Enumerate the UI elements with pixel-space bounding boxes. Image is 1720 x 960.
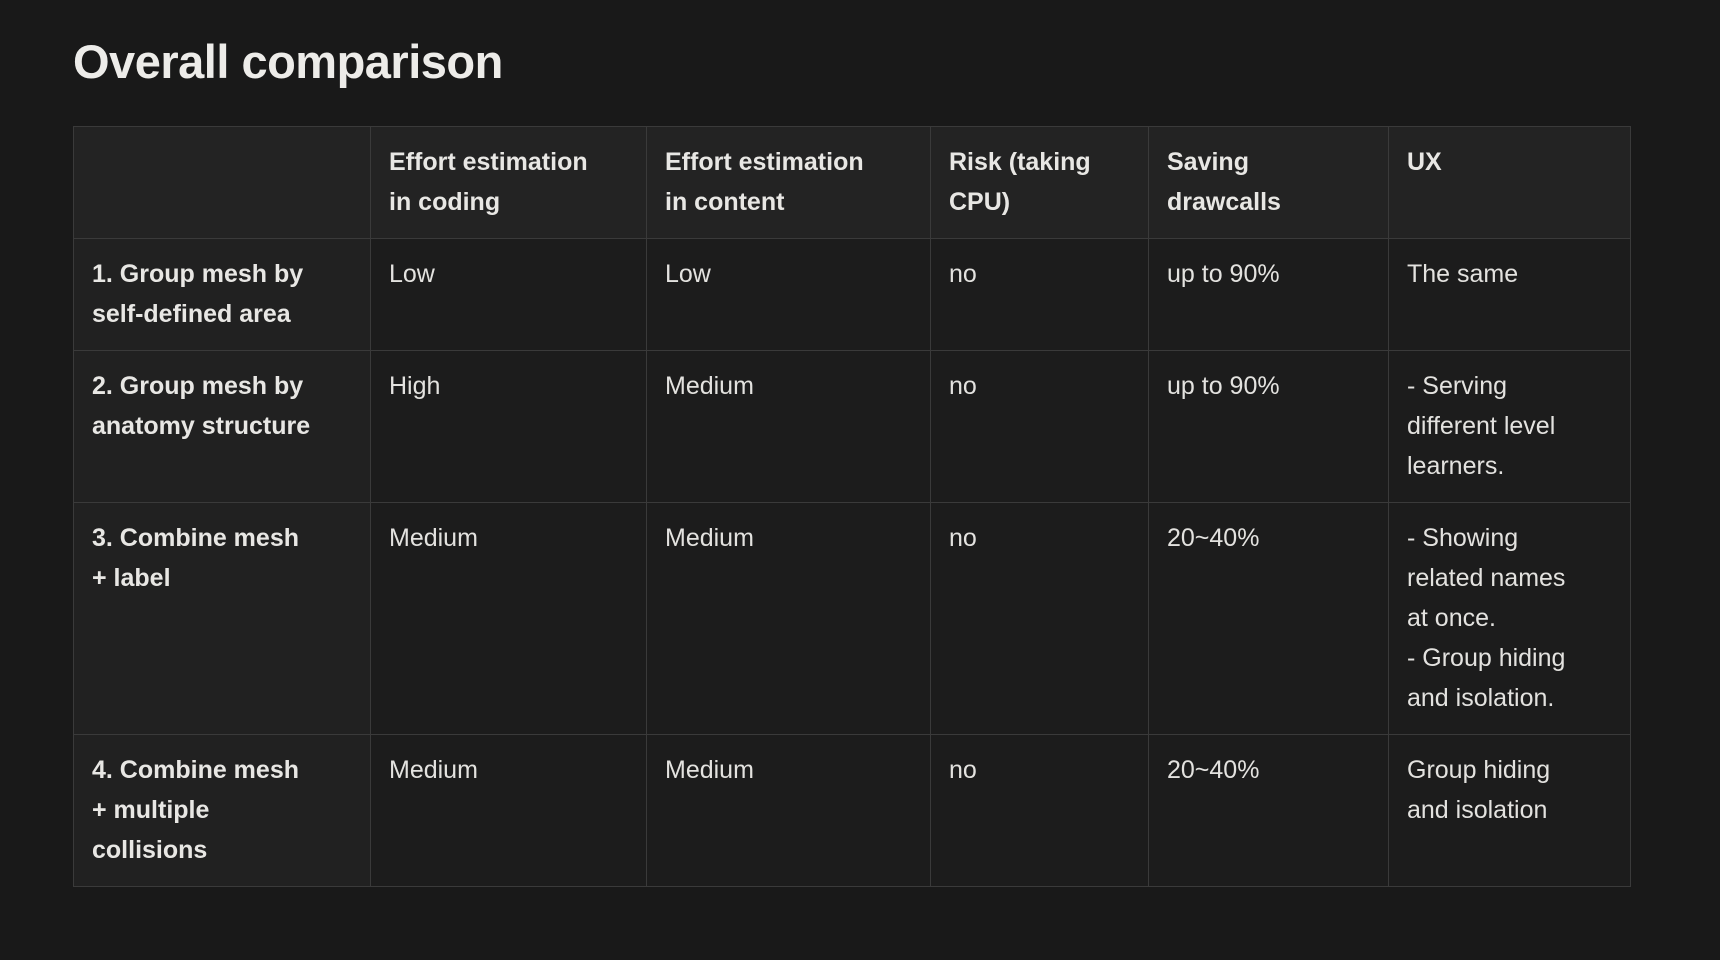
column-header-empty[interactable] <box>73 126 371 240</box>
table-cell[interactable]: Medium <box>646 502 931 736</box>
table-cell[interactable]: Group hiding and isolation <box>1388 734 1631 888</box>
row-label-combine-mesh-collisions[interactable]: 4. Combine mesh + multiple collisions <box>73 734 371 888</box>
table-cell[interactable]: - Showing related names at once. - Group… <box>1388 502 1631 736</box>
table-cell[interactable]: no <box>930 238 1149 352</box>
table-cell[interactable]: Medium <box>370 734 647 888</box>
table-cell[interactable]: Low <box>370 238 647 352</box>
header-row: Effort estimation in coding Effort estim… <box>73 126 1631 240</box>
table-cell[interactable]: - Serving different level learners. <box>1388 350 1631 504</box>
table-cell[interactable]: up to 90% <box>1148 238 1389 352</box>
table-cell[interactable]: Medium <box>646 350 931 504</box>
table-cell[interactable]: up to 90% <box>1148 350 1389 504</box>
table-cell[interactable]: 20~40% <box>1148 734 1389 888</box>
column-header-effort-coding[interactable]: Effort estimation in coding <box>370 126 647 240</box>
row-label-combine-mesh-label[interactable]: 3. Combine mesh + label <box>73 502 371 736</box>
table-cell[interactable]: High <box>370 350 647 504</box>
page-title: Overall comparison <box>73 35 503 88</box>
row-label-group-mesh-self-defined[interactable]: 1. Group mesh by self-defined area <box>73 238 371 352</box>
table-cell[interactable]: Medium <box>370 502 647 736</box>
table-cell[interactable]: no <box>930 502 1149 736</box>
table-cell[interactable]: The same <box>1388 238 1631 352</box>
table-cell[interactable]: Medium <box>646 734 931 888</box>
table-row: 3. Combine mesh + label Medium Medium no… <box>73 502 1631 736</box>
table-cell[interactable]: no <box>930 350 1149 504</box>
table-cell[interactable]: 20~40% <box>1148 502 1389 736</box>
column-header-ux[interactable]: UX <box>1388 126 1631 240</box>
table-row: 4. Combine mesh + multiple collisions Me… <box>73 734 1631 888</box>
table-cell[interactable]: Low <box>646 238 931 352</box>
page: Overall comparison Effort estimation in … <box>73 35 1631 888</box>
column-header-saving-drawcalls[interactable]: Saving drawcalls <box>1148 126 1389 240</box>
row-label-group-mesh-anatomy[interactable]: 2. Group mesh by anatomy structure <box>73 350 371 504</box>
table-row: 2. Group mesh by anatomy structure High … <box>73 350 1631 504</box>
column-header-effort-content[interactable]: Effort estimation in content <box>646 126 931 240</box>
table-row: 1. Group mesh by self-defined area Low L… <box>73 238 1631 352</box>
column-header-risk[interactable]: Risk (taking CPU) <box>930 126 1149 240</box>
table-cell[interactable]: no <box>930 734 1149 888</box>
comparison-table: Effort estimation in coding Effort estim… <box>73 126 1631 888</box>
